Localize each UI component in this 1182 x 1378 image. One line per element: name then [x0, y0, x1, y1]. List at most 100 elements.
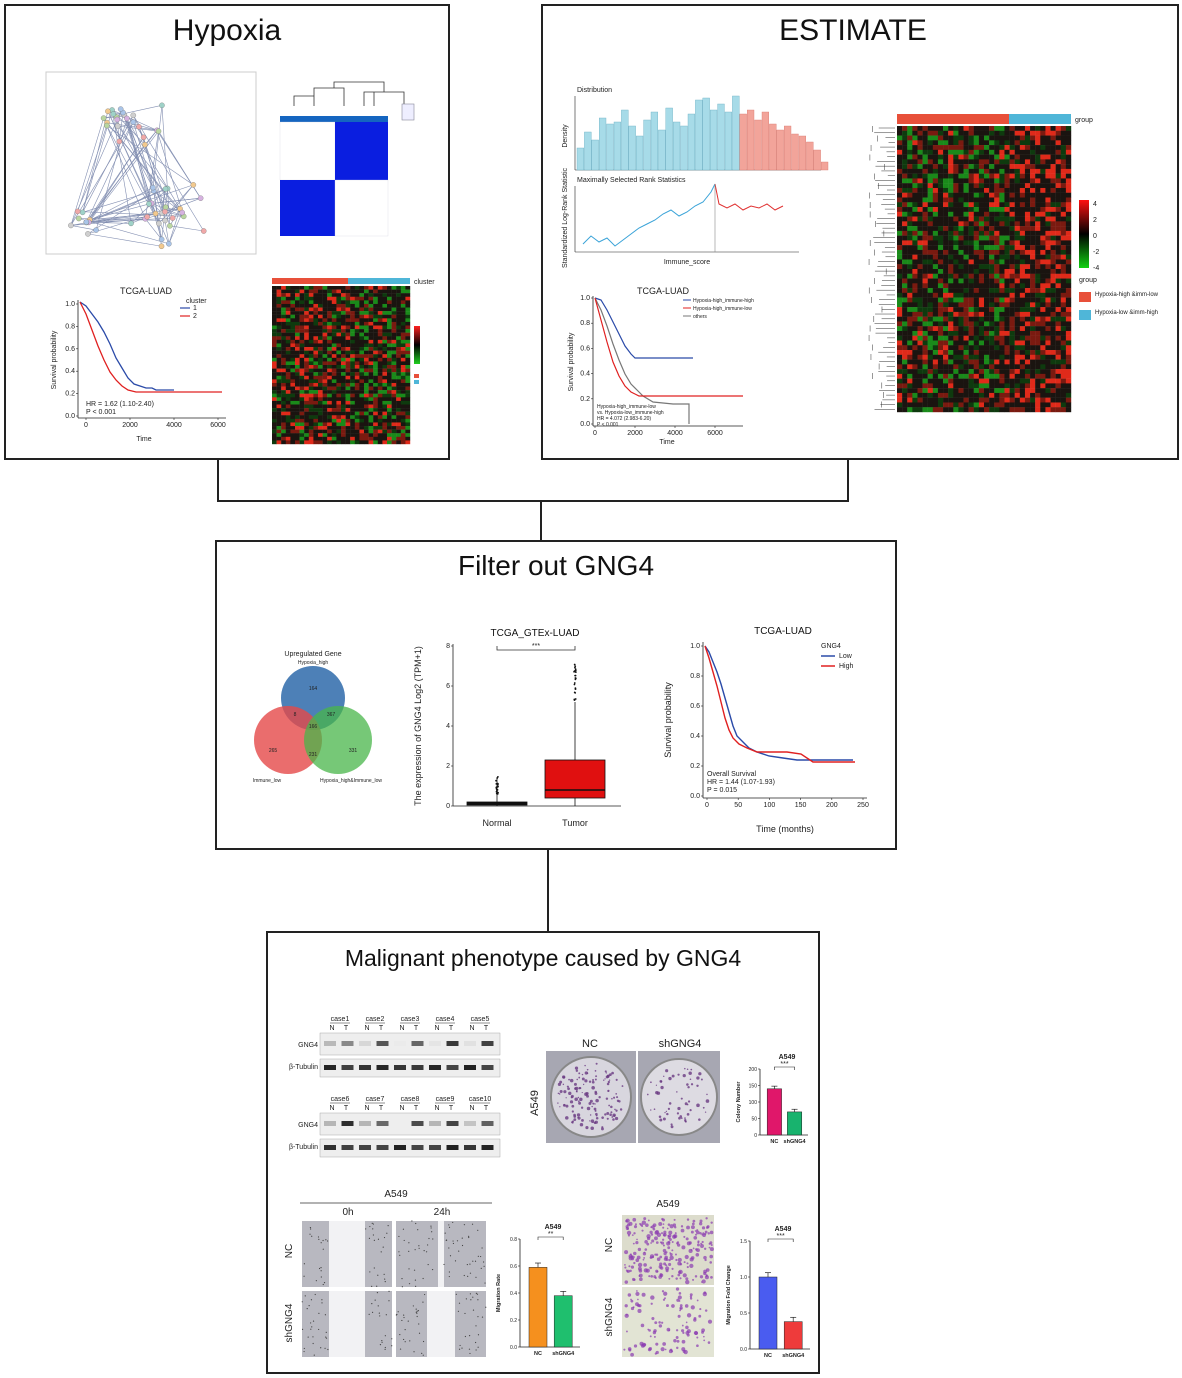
box-outlier: [574, 674, 577, 677]
svg-text:200: 200: [826, 802, 838, 809]
wb-band: [481, 1065, 494, 1070]
estimate-panel: ESTIMATE Distribution Density Maximally …: [541, 4, 1179, 460]
box-outlier: [573, 683, 576, 686]
venn-title: Upregulated Gene: [284, 651, 341, 658]
gng4-km-os: Overall Survival: [707, 771, 756, 778]
network-node: [167, 223, 173, 229]
network-node: [142, 141, 148, 148]
venn-left-label: Immune_low: [253, 778, 282, 784]
transwell-assay: A549 NC shGNG4: [604, 1199, 714, 1357]
network-node: [130, 112, 137, 119]
wb-band: [411, 1065, 424, 1070]
bar-nc: [766, 1088, 782, 1136]
bar-shgng4: [787, 1111, 803, 1136]
wb-case-label: case9: [436, 1096, 455, 1103]
network-node: [159, 102, 165, 109]
wb-band: [341, 1145, 354, 1150]
svg-text:1.0: 1.0: [690, 643, 700, 650]
network-node: [114, 123, 121, 129]
gng4-km-legend-title: GNG4: [821, 643, 841, 650]
network-node: [100, 115, 107, 121]
venn-region-b: 265: [269, 748, 278, 754]
bar-category-label: shGNG4: [782, 1353, 805, 1359]
wb-band: [464, 1065, 476, 1070]
transwell-row-nc: NC: [604, 1238, 615, 1252]
wb-lane-label: T: [379, 1025, 384, 1032]
svg-text:0: 0: [593, 430, 597, 437]
hypoxia-heatmap-label: cluster: [414, 279, 435, 286]
estimate-legend-title: group: [1079, 277, 1097, 284]
transwell-row-shgng4: shGNG4: [604, 1297, 615, 1336]
svg-text:100: 100: [764, 802, 776, 809]
wb-lane-label: T: [414, 1105, 419, 1112]
network-node: [162, 217, 168, 224]
filter-title: Filter out GNG4: [457, 550, 655, 581]
svg-text:50: 50: [734, 802, 742, 809]
bar-tick-label: 0.8: [510, 1237, 517, 1243]
estimate-km-legend-3: others: [693, 314, 707, 320]
wb-lane-label: N: [329, 1105, 334, 1112]
bar-significance: ***: [780, 1061, 788, 1068]
wb-case-label: case7: [366, 1096, 385, 1103]
connector-filter-to-malignant: [547, 849, 549, 931]
bar-tick-label: 100: [749, 1100, 758, 1106]
hypoxia-title: Hypoxia: [172, 14, 282, 47]
bar-tick-label: 0: [754, 1133, 757, 1139]
estimate-km-xlabel: Time: [659, 439, 674, 446]
wound-row-shgng4: shGNG4: [284, 1303, 295, 1342]
wb-lane-label: T: [414, 1025, 419, 1032]
wb-band: [464, 1145, 476, 1150]
hypoxia-km-plot: TCGA-LUAD cluster 1 2 0.0 0.2 0.4 0.6 0.8 1.0…: [51, 286, 226, 443]
estimate-km-stat-1: Hypoxia-high_immune-low: [597, 404, 656, 410]
hypoxia-km-hr: HR = 1.62 (1.10-2.40): [86, 401, 154, 408]
network-node: [162, 208, 168, 215]
wb-band: [446, 1121, 459, 1126]
svg-text:0.6: 0.6: [580, 345, 590, 352]
wb-band: [429, 1121, 441, 1126]
mrs-title: Maximally Selected Rank Statistics: [577, 177, 686, 184]
boxplot-ylabel: The expression of GNG4 Log2 (TPM+1): [413, 646, 423, 806]
network-node: [79, 209, 86, 216]
wb-lane-label: N: [399, 1105, 404, 1112]
svg-text:0: 0: [705, 802, 709, 809]
box-outlier: [496, 788, 499, 791]
box-outlier: [573, 682, 576, 684]
network-node: [144, 214, 150, 220]
network-node: [166, 240, 172, 247]
gng4-boxplot: TCGA_GTEx-LUAD *** 0 2 4 6 8 Normal Tumor Th…: [413, 628, 621, 828]
wb-lane-label: T: [344, 1025, 349, 1032]
wb-case-label: case2: [366, 1016, 385, 1023]
wb-case-label: case3: [401, 1016, 420, 1023]
wb-band: [446, 1065, 459, 1070]
max-selected-rank-plot: Maximally Selected Rank Statistics Stand…: [562, 168, 799, 268]
network-node: [124, 115, 130, 122]
box-outlier: [573, 670, 575, 673]
wb-band: [376, 1121, 389, 1126]
svg-text:0.0: 0.0: [580, 421, 590, 428]
venn-right-label: Hypoxia_high&Immune_low: [320, 778, 382, 784]
network-node: [117, 106, 124, 112]
hypoxia-km-legend-1: 1: [193, 305, 197, 312]
svg-text:0.2: 0.2: [65, 391, 75, 398]
wb-band: [464, 1121, 476, 1126]
bar-ylabel: Migration Rate: [496, 1274, 502, 1312]
box-outlier: [574, 671, 577, 674]
box-outlier: [573, 699, 576, 702]
box-outlier: [573, 663, 576, 666]
network-node: [162, 186, 169, 192]
svg-text:2: 2: [446, 763, 450, 770]
wb-band: [394, 1065, 406, 1070]
wb-lane-label: T: [344, 1105, 349, 1112]
migration-rate-bar-chart: A549 0.0 0.2 0.4 0.6 0.8 Migration Rate NC shGNG…: [496, 1224, 580, 1357]
distribution-title: Distribution: [577, 87, 612, 94]
wb-case-label: case8: [401, 1096, 420, 1103]
connector-estimate-down: [847, 459, 849, 502]
svg-text:2000: 2000: [627, 430, 643, 437]
colony-nc-label: NC: [582, 1038, 598, 1050]
wb-band: [446, 1041, 459, 1046]
wb-band: [359, 1121, 371, 1126]
wb-lane-label: T: [379, 1105, 384, 1112]
bar-category-label: NC: [534, 1351, 542, 1357]
hypoxia-km-title: TCGA-LUAD: [120, 286, 173, 296]
